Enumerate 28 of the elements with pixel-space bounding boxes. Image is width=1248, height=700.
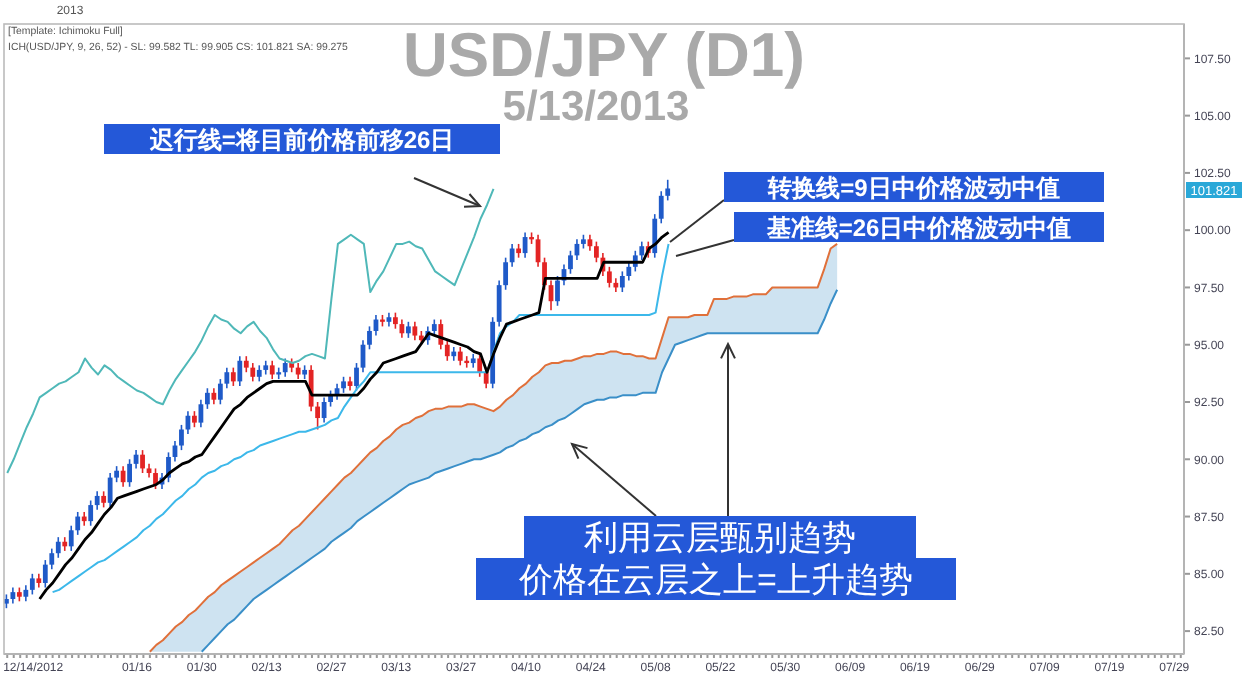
chart-title: USD/JPY (D1) — [403, 20, 805, 90]
text: 5/13/2013 — [502, 84, 690, 130]
candlestick — [127, 458, 132, 488]
candlestick — [81, 511, 87, 527]
annotation: 利用云层甄别趋势 — [584, 519, 856, 558]
annotation: 迟行线=将目前价格前移26日 — [147, 125, 455, 154]
candlestick — [451, 346, 457, 362]
annotation: 价格在云层之上=上升趋势 — [517, 561, 913, 600]
candlestick — [477, 353, 483, 378]
candlestick — [412, 321, 418, 341]
candlestick — [282, 357, 288, 378]
candlestick — [619, 270, 625, 293]
candlestick — [140, 449, 145, 474]
candlestick — [62, 536, 68, 552]
candlestick — [457, 346, 463, 367]
candlestick — [88, 499, 94, 527]
candlestick — [464, 355, 470, 369]
candlestick — [237, 355, 243, 387]
annotation: 基准线=26日中价格波动中值 — [764, 213, 1072, 242]
line-series — [6, 187, 495, 475]
candlestick — [29, 573, 35, 596]
candlestick — [399, 318, 405, 339]
candlestick — [269, 359, 275, 380]
candlestick — [120, 465, 126, 488]
candlestick — [230, 366, 236, 387]
candlestick — [107, 472, 113, 509]
candlestick — [250, 362, 256, 383]
annotation: 转换线=9日中价格波动中值 — [766, 173, 1060, 202]
